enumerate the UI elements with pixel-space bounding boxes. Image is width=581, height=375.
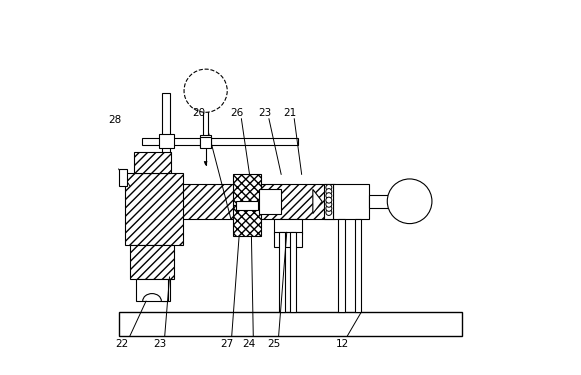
- Bar: [369, 195, 389, 208]
- Text: 24: 24: [242, 339, 256, 349]
- Bar: [324, 184, 333, 219]
- Polygon shape: [313, 189, 322, 213]
- Bar: [140, 184, 335, 219]
- Bar: [338, 219, 345, 312]
- Bar: [354, 219, 361, 312]
- Text: 23: 23: [258, 108, 271, 118]
- Circle shape: [326, 201, 332, 207]
- Text: 25: 25: [267, 339, 281, 349]
- Text: 22: 22: [116, 339, 129, 349]
- Bar: [159, 134, 174, 148]
- Bar: [119, 169, 127, 186]
- Bar: [203, 106, 208, 138]
- Polygon shape: [204, 162, 207, 165]
- Bar: [130, 245, 174, 279]
- Bar: [134, 152, 171, 172]
- Circle shape: [326, 197, 332, 203]
- Bar: [274, 232, 302, 247]
- Circle shape: [326, 193, 332, 199]
- Circle shape: [326, 184, 332, 190]
- Text: 28: 28: [108, 116, 121, 126]
- Bar: [119, 312, 462, 336]
- Text: 12: 12: [336, 339, 349, 349]
- Bar: [162, 93, 170, 301]
- Bar: [290, 232, 296, 312]
- Bar: [142, 138, 298, 145]
- Bar: [200, 137, 211, 148]
- Circle shape: [184, 69, 227, 112]
- Bar: [125, 172, 182, 245]
- Bar: [136, 279, 168, 301]
- Bar: [233, 205, 261, 236]
- Bar: [333, 184, 369, 219]
- Bar: [233, 174, 261, 205]
- Bar: [259, 189, 281, 213]
- Text: 21: 21: [283, 108, 296, 118]
- Circle shape: [326, 206, 332, 212]
- Bar: [236, 201, 258, 210]
- Text: 27: 27: [221, 339, 234, 349]
- Bar: [200, 135, 211, 147]
- Text: 20: 20: [193, 108, 206, 118]
- Text: 26: 26: [230, 108, 243, 118]
- Bar: [274, 219, 302, 234]
- Circle shape: [326, 210, 332, 215]
- Text: 23: 23: [153, 339, 166, 349]
- Bar: [278, 232, 285, 312]
- Circle shape: [326, 189, 332, 195]
- Circle shape: [388, 179, 432, 224]
